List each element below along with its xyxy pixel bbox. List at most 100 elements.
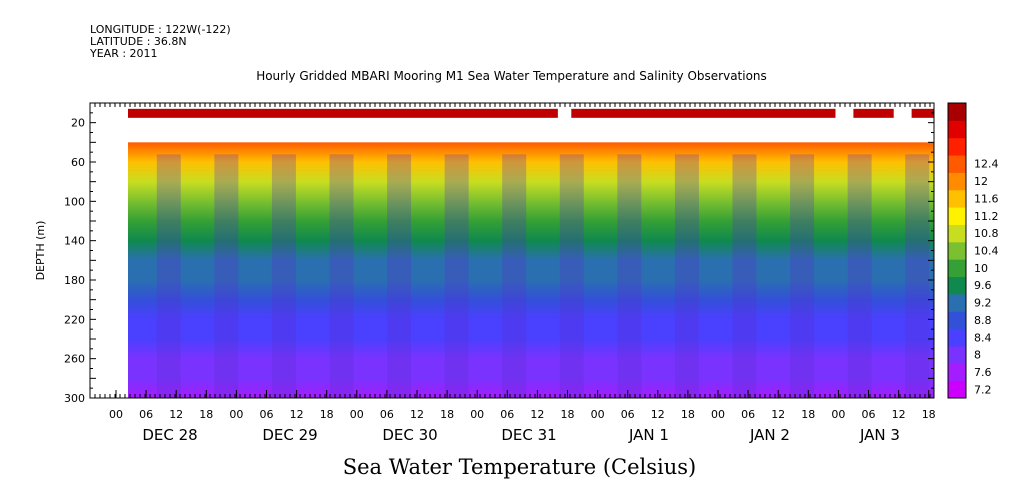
colorbar-segment	[948, 241, 966, 260]
colorbar-segment	[948, 380, 966, 399]
streak	[905, 154, 930, 398]
colorbar-segment	[948, 311, 966, 330]
day-label: JAN 2	[749, 426, 790, 444]
day-label: JAN 3	[859, 426, 900, 444]
x-tick-label: 12	[410, 408, 424, 421]
streak	[387, 154, 412, 398]
colorbar-label: 9.2	[974, 297, 992, 310]
colorbar-segment	[948, 207, 966, 225]
colorbar-label: 12	[974, 175, 988, 188]
streak	[617, 154, 642, 398]
x-tick-label: 12	[771, 408, 785, 421]
colorbar-label: 8.8	[974, 314, 992, 327]
x-tick-label: 06	[862, 408, 876, 421]
colorbar-label: 9.6	[974, 279, 992, 292]
y-tick-label: 300	[64, 392, 85, 405]
x-tick-label: 18	[922, 408, 936, 421]
colorbar-segment	[948, 293, 966, 312]
y-tick-label: 140	[64, 235, 85, 248]
x-tick-label: 06	[380, 408, 394, 421]
x-tick-label: 06	[621, 408, 635, 421]
y-tick-label: 20	[71, 117, 85, 130]
metadata-block: LONGITUDE : 122W(-122) LATITUDE : 36.8N …	[90, 24, 231, 60]
colorbar-segment	[948, 276, 966, 295]
colorbar-segment	[948, 363, 966, 382]
colorbar-label: 7.6	[974, 366, 992, 379]
streak	[271, 154, 296, 398]
x-tick-label: 18	[320, 408, 334, 421]
colorbar-segment	[948, 120, 966, 139]
y-tick-label: 180	[64, 274, 85, 287]
x-tick-label: 00	[109, 408, 123, 421]
day-label: DEC 28	[142, 426, 197, 444]
colorbar-segment	[948, 155, 966, 173]
streak	[732, 154, 757, 398]
x-tick-label: 06	[741, 408, 755, 421]
streak	[847, 154, 872, 398]
colorbar-label: 10	[974, 262, 988, 275]
temperature-field	[128, 142, 934, 398]
streak	[214, 154, 239, 398]
y-axis-label: DEPTH (m)	[34, 221, 47, 281]
colorbar-segment	[948, 189, 966, 208]
day-label: DEC 29	[262, 426, 317, 444]
colorbar-segment	[948, 224, 966, 243]
streak	[329, 154, 354, 398]
streak	[790, 154, 815, 398]
surface-bar-segment	[128, 108, 558, 118]
x-tick-label: 18	[199, 408, 213, 421]
y-tick-label: 260	[64, 353, 85, 366]
x-tick-label: 18	[440, 408, 454, 421]
x-tick-label: 18	[801, 408, 815, 421]
colorbar-label: 11.6	[974, 192, 999, 205]
streak	[559, 154, 584, 398]
x-tick-label: 06	[260, 408, 274, 421]
streak	[502, 154, 527, 398]
streak	[674, 154, 699, 398]
colorbar-frame	[947, 102, 967, 399]
x-tick-label: 00	[229, 408, 243, 421]
latitude-label: LATITUDE : 36.8N	[90, 35, 187, 48]
x-tick-label: 12	[651, 408, 665, 421]
colorbar-segment	[948, 172, 966, 191]
colorbar-segment	[948, 345, 966, 364]
colorbar-segment	[948, 328, 966, 347]
chart-title: Hourly Gridded MBARI Mooring M1 Sea Wate…	[256, 69, 767, 83]
colorbar-segment	[948, 137, 966, 156]
colorbar-segment	[948, 259, 966, 278]
year-label: YEAR : 2011	[90, 47, 158, 60]
x-tick-label: 00	[470, 408, 484, 421]
longitude-label: LONGITUDE : 122W(-122)	[90, 23, 231, 36]
colorbar-label: 11.2	[974, 210, 999, 223]
x-tick-label: 00	[591, 408, 605, 421]
x-tick-label: 18	[561, 408, 575, 421]
streak	[156, 154, 181, 398]
x-tick-label: 12	[530, 408, 544, 421]
colorbar-label: 8.4	[974, 331, 992, 344]
x-tick-label: 12	[290, 408, 304, 421]
variability-streaks	[156, 154, 930, 398]
x-tick-label: 06	[500, 408, 514, 421]
x-tick-label: 18	[681, 408, 695, 421]
x-tick-label: 00	[350, 408, 364, 421]
surface-bar-segment	[853, 108, 894, 118]
surface-bar-segment	[571, 108, 836, 118]
day-label: DEC 31	[501, 426, 556, 444]
x-tick-label: 12	[169, 408, 183, 421]
colorbar-label: 12.4	[974, 158, 999, 171]
x-tick-label: 00	[711, 408, 725, 421]
x-tick-label: 00	[831, 408, 845, 421]
x-tick-label: 12	[892, 408, 906, 421]
x-tick-label: 06	[139, 408, 153, 421]
day-label: JAN 1	[628, 426, 669, 444]
colorbar-label: 10.8	[974, 227, 999, 240]
colorbar-label: 7.2	[974, 383, 992, 396]
colorbar-label: 8	[974, 349, 981, 362]
day-label: DEC 30	[382, 426, 437, 444]
chart-subtitle: Sea Water Temperature (Celsius)	[342, 455, 697, 479]
surface-bar-segment	[911, 108, 934, 118]
colorbar-label: 10.4	[974, 245, 999, 258]
y-tick-label: 100	[64, 195, 85, 208]
colorbar-segment	[948, 103, 966, 121]
